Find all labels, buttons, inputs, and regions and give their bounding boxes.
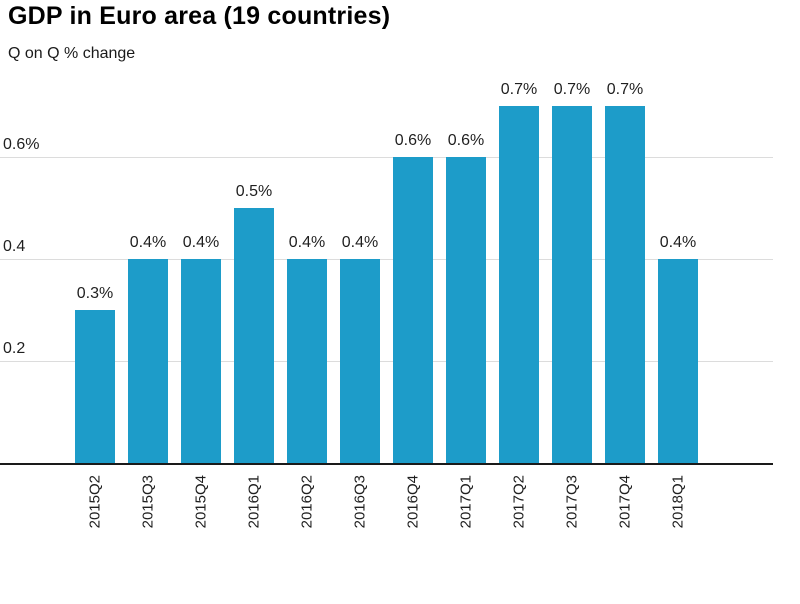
bar-group: 0.4% 2015Q3 xyxy=(128,0,168,528)
x-axis-tick-label: 2018Q1 xyxy=(669,475,687,529)
bar-value-label: 0.4% xyxy=(129,234,167,251)
bar-value-label: 0.4% xyxy=(341,234,379,251)
y-gridline xyxy=(0,157,773,158)
bar-value-label: 0.4% xyxy=(288,234,326,251)
x-axis-line xyxy=(0,463,773,465)
bar-value-label: 0.3% xyxy=(76,285,114,302)
bar xyxy=(181,259,221,463)
bar-group: 0.4% 2016Q3 xyxy=(340,0,380,528)
x-axis-tick-label: 2015Q4 xyxy=(192,475,210,529)
bar-group: 0.7% 2017Q2 xyxy=(499,0,539,528)
bar xyxy=(499,106,539,463)
bar xyxy=(552,106,592,463)
bar-value-label: 0.6% xyxy=(394,132,432,149)
bar-group: 0.6% 2017Q1 xyxy=(446,0,486,528)
bar-group: 0.4% 2018Q1 xyxy=(658,0,698,528)
bar xyxy=(658,259,698,463)
bar-group: 0.4% 2016Q2 xyxy=(287,0,327,528)
bar-value-label: 0.7% xyxy=(606,81,644,98)
y-axis-tick-label: 0.4 xyxy=(3,238,26,255)
bar-value-label: 0.7% xyxy=(500,81,538,98)
bars-row: 0.3% 2015Q2 0.4% 2015Q3 0.4% 2015Q4 0.5% 2016Q1… xyxy=(75,0,698,528)
x-axis-tick-label: 2016Q3 xyxy=(351,475,369,529)
y-gridline xyxy=(0,259,773,260)
x-axis-tick-label: 2017Q2 xyxy=(510,475,528,529)
bar-value-label: 0.4% xyxy=(182,234,220,251)
x-axis-tick-label: 2015Q3 xyxy=(139,475,157,529)
y-axis-tick-label: 0.2 xyxy=(3,340,26,357)
bar xyxy=(128,259,168,463)
bar xyxy=(605,106,645,463)
bar-group: 0.6% 2016Q4 xyxy=(393,0,433,528)
bar-value-label: 0.4% xyxy=(659,234,697,251)
x-axis-tick-label: 2017Q4 xyxy=(616,475,634,529)
bar-group: 0.4% 2015Q4 xyxy=(181,0,221,528)
bar-value-label: 0.5% xyxy=(235,183,273,200)
bar-value-label: 0.7% xyxy=(553,81,591,98)
y-gridline xyxy=(0,361,773,362)
y-axis-tick-label: 0.6% xyxy=(3,136,40,153)
x-axis-tick-label: 2017Q1 xyxy=(457,475,475,529)
bar-group: 0.7% 2017Q4 xyxy=(605,0,645,528)
bar xyxy=(393,157,433,463)
x-axis-tick-label: 2016Q1 xyxy=(245,475,263,529)
bar-group: 0.5% 2016Q1 xyxy=(234,0,274,528)
bar xyxy=(75,310,115,463)
x-axis-tick-label: 2017Q3 xyxy=(563,475,581,529)
x-axis-tick-label: 2016Q2 xyxy=(298,475,316,529)
bar xyxy=(287,259,327,463)
chart-subtitle: Q on Q % change xyxy=(8,45,136,62)
bar xyxy=(234,208,274,463)
bar-group: 0.3% 2015Q2 xyxy=(75,0,115,528)
bar xyxy=(446,157,486,463)
bar-group: 0.7% 2017Q3 xyxy=(552,0,592,528)
x-axis-tick-label: 2016Q4 xyxy=(404,475,422,529)
chart-title: GDP in Euro area (19 countries) xyxy=(8,2,391,30)
x-axis-tick-label: 2015Q2 xyxy=(86,475,104,529)
bar-value-label: 0.6% xyxy=(447,132,485,149)
bar xyxy=(340,259,380,463)
